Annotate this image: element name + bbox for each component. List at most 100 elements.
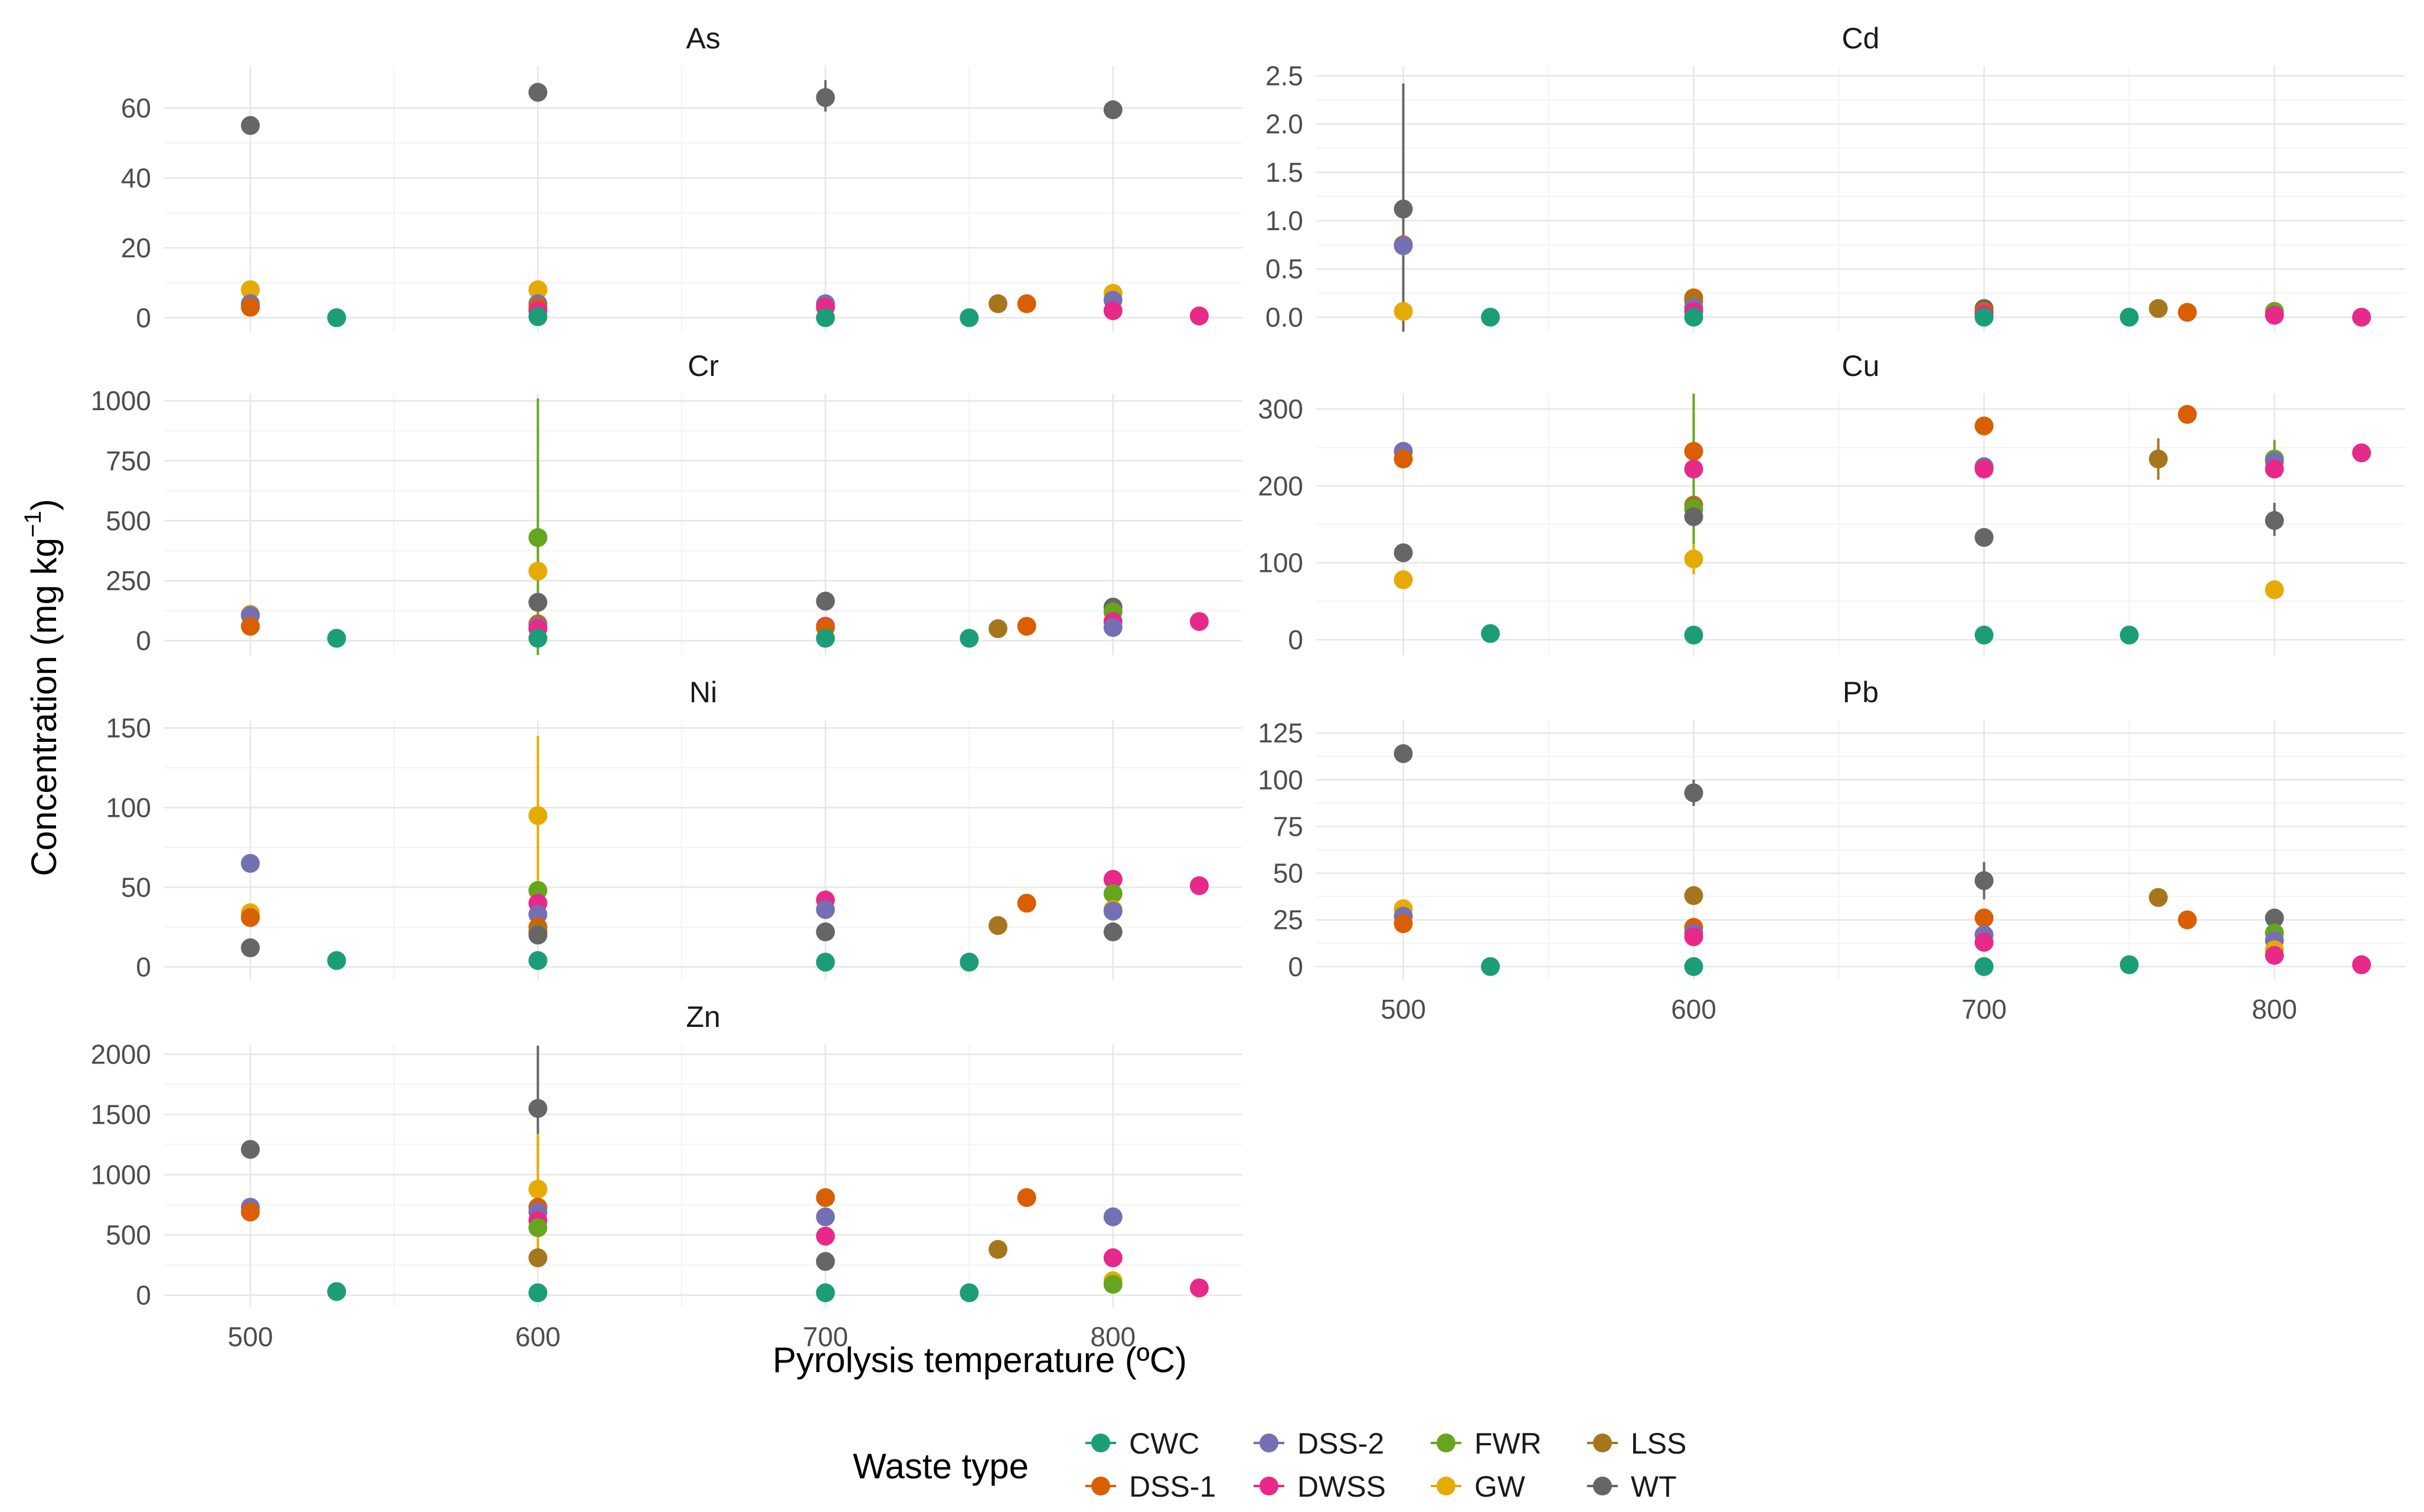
point-cwc <box>960 953 979 972</box>
point-cwc <box>528 629 548 648</box>
legend-item-dwss: DWSS <box>1254 1470 1386 1503</box>
point-dss-1 <box>1974 908 1994 928</box>
y-axis-title: Concentration (mg kg−1) <box>20 499 64 876</box>
y-tick-label: 2.5 <box>1265 60 1303 91</box>
point-wt <box>816 591 835 611</box>
x-tick-label: 500 <box>1381 994 1426 1025</box>
point-wt <box>816 1252 835 1271</box>
point-dss-2 <box>1103 618 1123 637</box>
point-lss <box>988 619 1007 639</box>
y-tick-label: 0 <box>136 951 151 982</box>
point-dss-1 <box>241 297 260 317</box>
panel-cr: 0 250 500 750 1000 Cr <box>91 349 1242 656</box>
point-cwc <box>960 1283 979 1302</box>
point-dwss <box>2352 307 2371 327</box>
point-cwc <box>1974 626 1994 645</box>
point-dwss <box>2352 443 2371 463</box>
x-tick-label: 500 <box>228 1321 273 1352</box>
legend-label-cwc: CWC <box>1129 1427 1199 1460</box>
point-lss <box>988 1240 1007 1259</box>
x-tick-label: 700 <box>803 1321 848 1352</box>
point-fwr <box>528 1218 548 1238</box>
y-tick-label: 25 <box>1273 905 1303 935</box>
point-fwr <box>1103 884 1123 904</box>
x-tick-label: 800 <box>2252 994 2297 1025</box>
y-tick-label: 20 <box>121 233 151 263</box>
point-wt <box>2265 908 2284 928</box>
point-cwc <box>1481 624 1500 643</box>
legend-key-dot <box>1260 1477 1278 1495</box>
point-cwc <box>327 1282 346 1301</box>
point-cwc <box>1684 307 1703 327</box>
x-tick-label: 600 <box>1671 994 1716 1025</box>
point-lss <box>2148 299 2168 318</box>
legend-item-fwr: FWR <box>1431 1427 1542 1460</box>
x-tick-label: 700 <box>1961 994 2007 1025</box>
x-tick-label: 800 <box>1090 1321 1136 1352</box>
point-dss-1 <box>816 1188 835 1207</box>
point-wt <box>241 938 260 958</box>
point-wt <box>1103 100 1123 120</box>
point-dwss <box>2265 459 2284 479</box>
point-dss-1 <box>1017 894 1036 913</box>
panel-title-pb: Pb <box>1843 676 1879 709</box>
point-cwc <box>2119 955 2139 974</box>
point-cwc <box>2119 626 2139 645</box>
legend-label-lss: LSS <box>1631 1427 1687 1460</box>
point-dss-1 <box>1974 416 1994 436</box>
point-wt <box>1393 543 1413 562</box>
legend-title: Waste type <box>853 1446 1029 1486</box>
point-dss-1 <box>1393 914 1413 934</box>
point-dss-1 <box>2178 405 2197 424</box>
legend-item-lss: LSS <box>1587 1427 1687 1460</box>
panel-pb: 0 25 50 75 100 125 Pb 500 600 700 800 <box>1258 676 2405 1025</box>
point-dwss <box>1974 459 1994 479</box>
point-cwc <box>816 1283 835 1302</box>
point-gw <box>1393 570 1413 590</box>
y-tick-label: 0 <box>1288 951 1303 982</box>
point-dss-1 <box>241 617 260 636</box>
point-gw <box>528 806 548 825</box>
legend-label-wt: WT <box>1631 1470 1677 1503</box>
point-dss-1 <box>241 908 260 927</box>
y-tick-label: 1500 <box>91 1099 151 1130</box>
point-lss <box>1684 886 1703 905</box>
point-wt <box>1103 922 1123 942</box>
y-tick-label: 0 <box>136 1280 151 1311</box>
y-tick-label: 0 <box>136 302 151 333</box>
legend-label-dss-2: DSS-2 <box>1297 1427 1384 1460</box>
point-dwss <box>2265 945 2284 965</box>
point-gw <box>241 280 260 299</box>
panel-title-cr: Cr <box>688 349 719 382</box>
y-tick-label: 2.0 <box>1265 109 1303 139</box>
point-dss-1 <box>241 1202 260 1222</box>
legend-label-fwr: FWR <box>1474 1427 1542 1460</box>
y-tick-label: 1000 <box>91 1159 151 1190</box>
point-lss <box>988 294 1007 313</box>
point-wt <box>241 1140 260 1159</box>
point-dwss <box>1189 1278 1209 1298</box>
legend-item-cwc: CWC <box>1085 1427 1199 1460</box>
point-dss-1 <box>2178 910 2197 930</box>
panel-title-cd: Cd <box>1842 22 1880 55</box>
y-tick-label: 750 <box>106 446 151 476</box>
point-gw <box>1393 302 1413 321</box>
panel-as: 0 20 40 60 As <box>121 22 1242 333</box>
point-wt <box>816 88 835 107</box>
point-dwss <box>2352 955 2371 974</box>
point-dwss <box>1189 876 1209 895</box>
point-dwss <box>2265 306 2284 325</box>
y-tick-label: 150 <box>106 712 151 743</box>
legend-item-dss-2: DSS-2 <box>1254 1427 1384 1460</box>
point-dss-2 <box>816 900 835 919</box>
panel-title-as: As <box>686 22 720 55</box>
point-fwr <box>1103 1275 1123 1294</box>
y-tick-label: 40 <box>121 162 151 193</box>
point-dss-1 <box>1017 294 1036 313</box>
point-wt <box>528 1099 548 1118</box>
point-wt <box>1393 744 1413 763</box>
legend: Waste type CWC DSS-1 DSS-2 DWSS FWR GW LSS WT <box>853 1427 1687 1503</box>
y-tick-label: 100 <box>1258 548 1303 578</box>
point-wt <box>1684 783 1703 803</box>
point-cwc <box>1974 307 1994 327</box>
